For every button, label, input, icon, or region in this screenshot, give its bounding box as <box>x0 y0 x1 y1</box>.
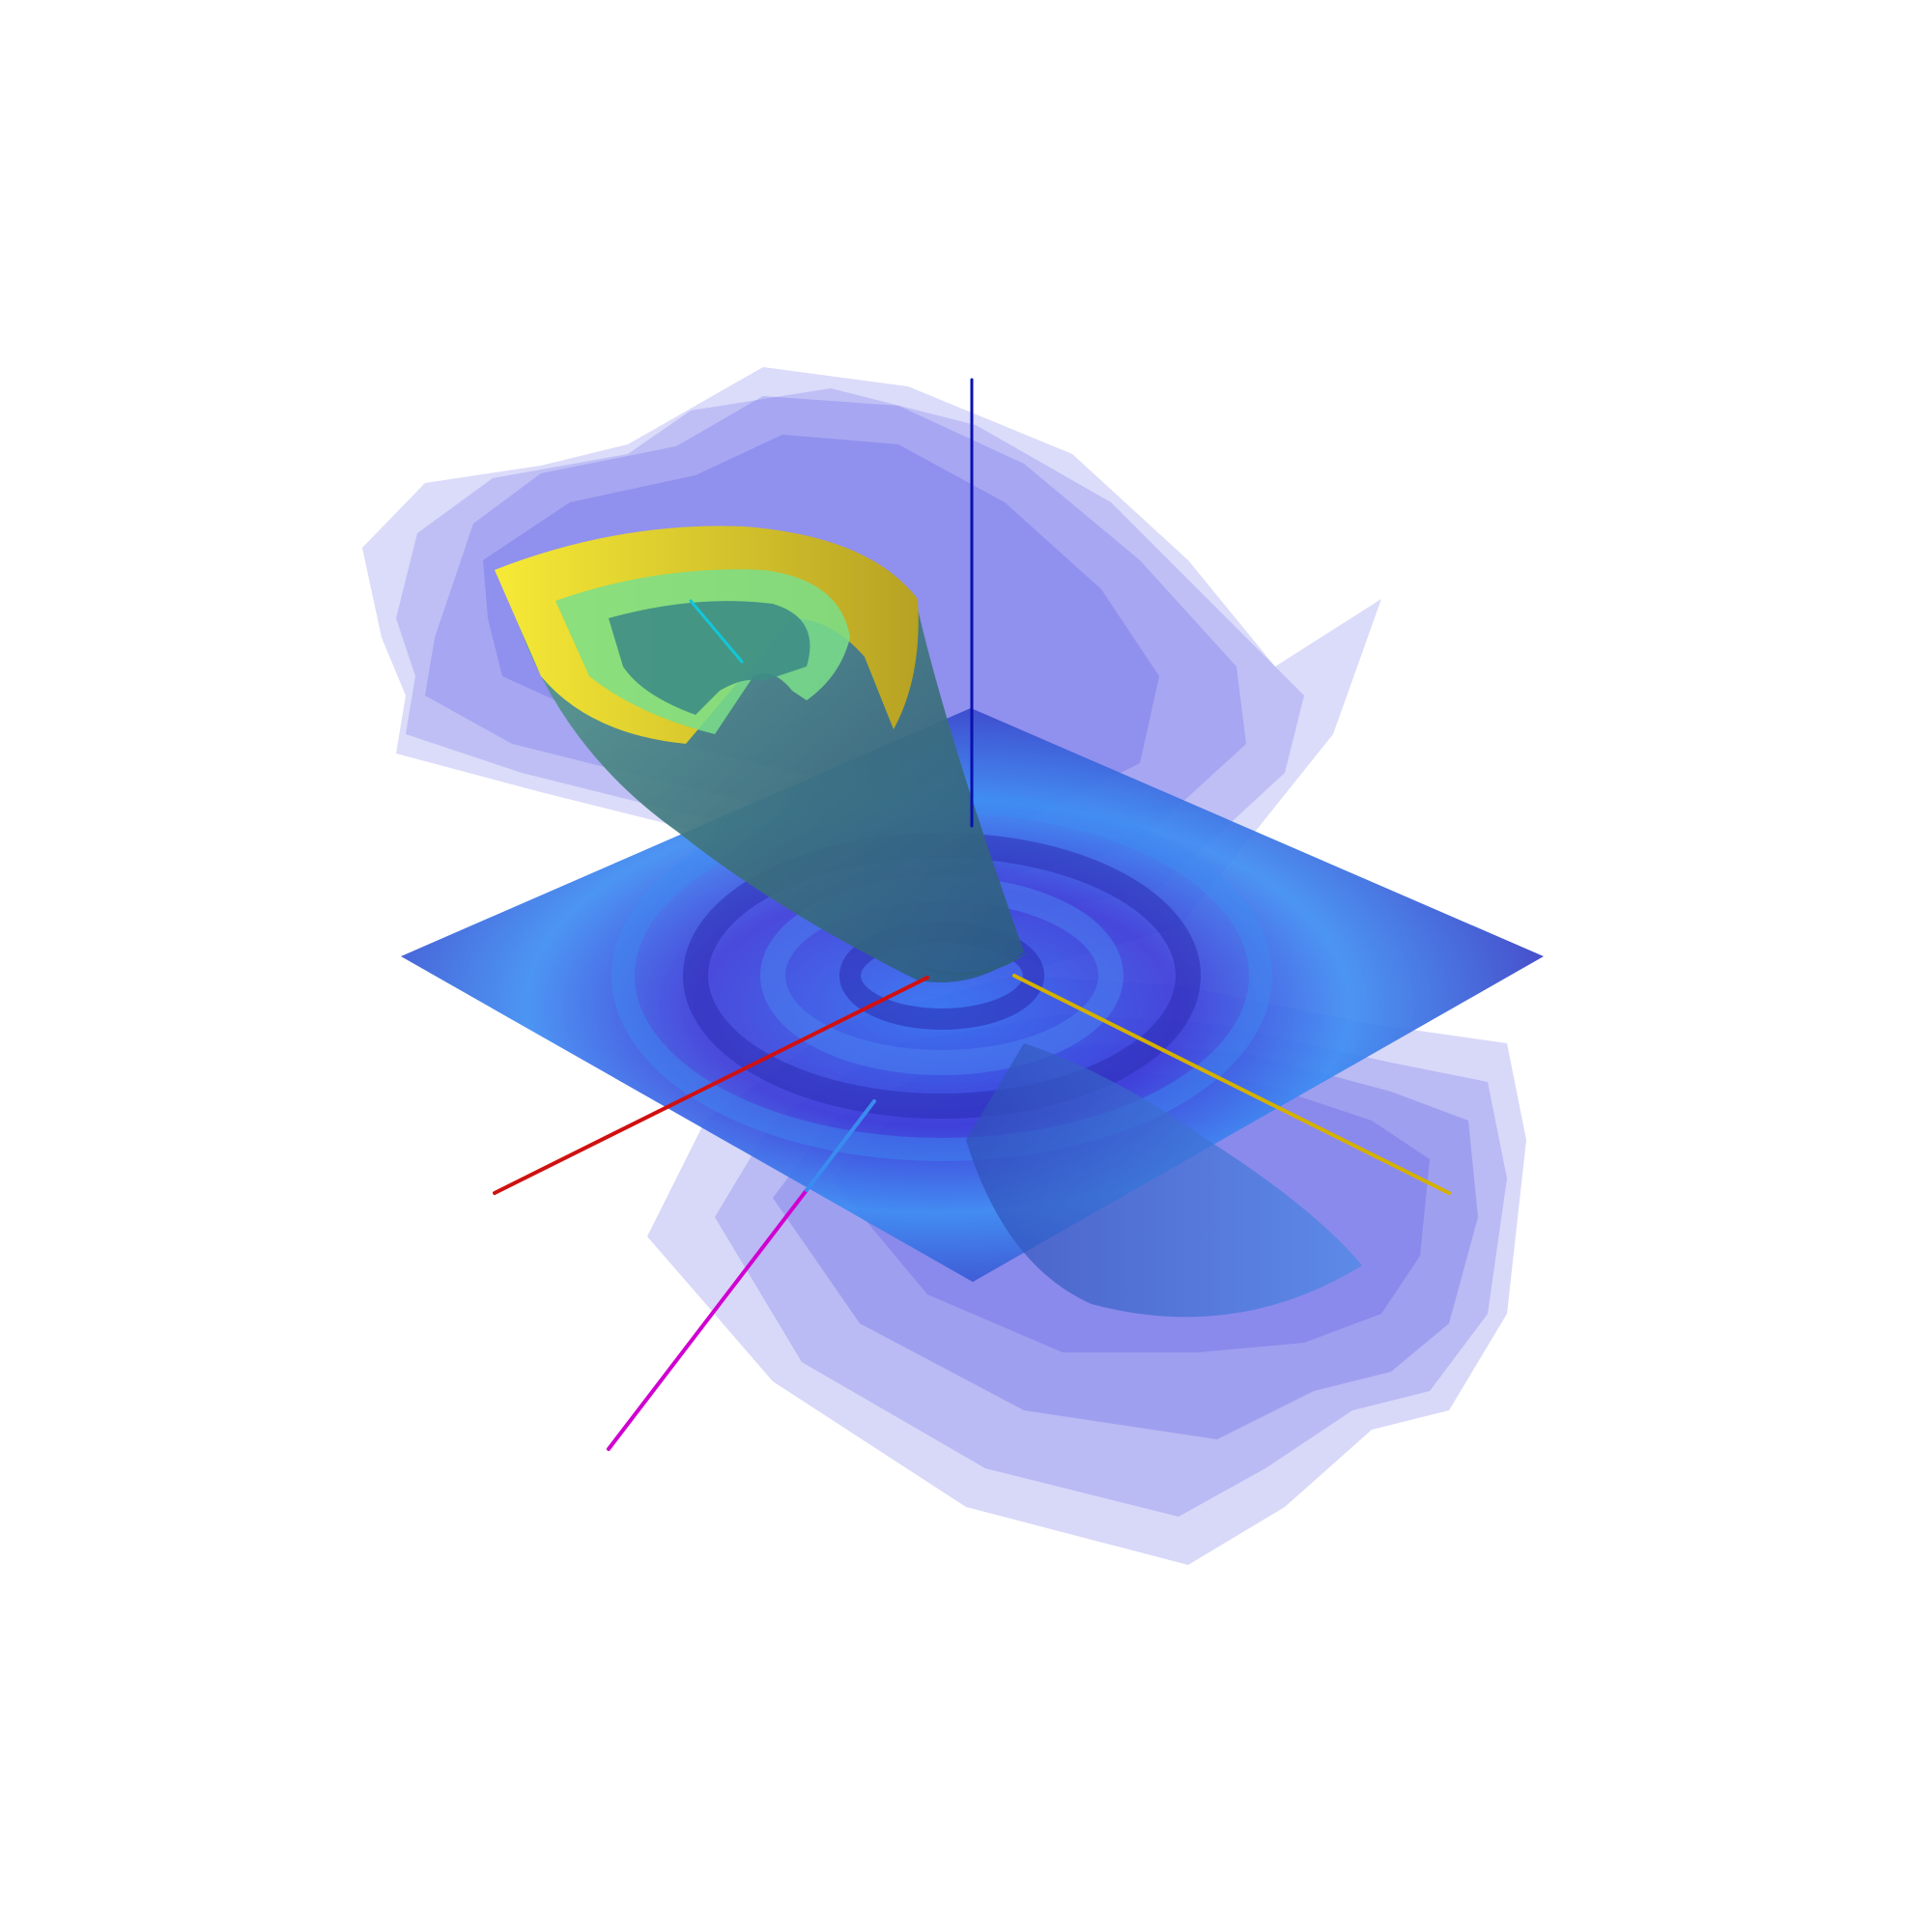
lower-lobe <box>966 1043 1362 1318</box>
y-axis <box>1012 974 1451 1195</box>
funnel-isosurface <box>495 526 1029 982</box>
funnel-base-cap <box>923 952 1029 976</box>
axes <box>493 378 1451 1451</box>
funnel-core <box>609 601 810 715</box>
inner-axis <box>689 599 744 664</box>
x-axis <box>493 976 929 1195</box>
diagonal-axis-inner <box>805 1099 876 1192</box>
slice-plane-surface <box>401 708 1544 1282</box>
diagonal-axis <box>607 1188 809 1451</box>
